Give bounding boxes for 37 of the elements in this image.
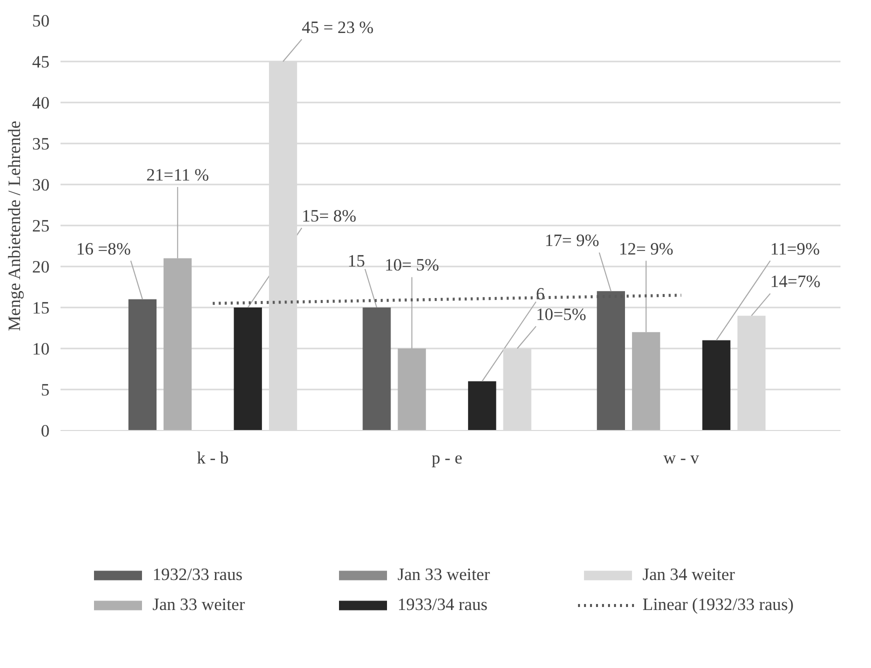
data-label: 12= 9%	[618, 239, 674, 258]
bar	[702, 340, 730, 430]
legend-label: 1932/33 raus	[152, 565, 244, 585]
legend-label: Linear (1932/33 raus)	[642, 595, 795, 615]
y-tick-label: 30	[32, 176, 50, 194]
y-tick-label: 5	[40, 380, 50, 400]
y-tick-label: 10	[32, 340, 50, 358]
legend-label: Jan 34 weiter	[642, 565, 736, 585]
data-label: 45 = 23 %	[302, 18, 374, 37]
y-tick-label: 50	[32, 12, 50, 30]
data-label: 16 =8%	[76, 239, 131, 258]
data-label: 15	[348, 252, 366, 270]
data-label: 15= 8%	[302, 206, 356, 226]
legend-label: Jan 33 weiter	[398, 565, 491, 585]
data-label: 10= 5%	[384, 256, 440, 275]
data-label: 11=9%	[770, 239, 820, 258]
data-label: 17= 9%	[544, 231, 600, 250]
bar	[362, 308, 391, 430]
y-tick-label: 15	[32, 298, 50, 318]
bar	[234, 308, 262, 430]
y-tick-label: 0	[40, 422, 50, 440]
data-label: 10=5%	[536, 304, 586, 324]
bar	[128, 299, 157, 430]
x-tick-label: w - v	[663, 448, 700, 468]
data-label: 21=11 %	[146, 166, 209, 184]
y-tick-label: 25	[32, 216, 50, 236]
x-tick-label: p - e	[432, 448, 463, 468]
y-tick-label: 35	[32, 134, 50, 154]
x-tick-label: k - b	[196, 448, 229, 468]
data-label: 14=7%	[770, 272, 820, 292]
legend-label: 1933/34 raus	[398, 595, 488, 615]
y-tick-label: 40	[32, 94, 50, 112]
y-tick-label: 45	[32, 52, 50, 72]
y-axis-title: Menge Anbietende / Lehrende	[5, 120, 24, 332]
y-tick-label: 20	[32, 258, 50, 276]
bar	[468, 381, 496, 430]
legend-label: Jan 33 weiter	[152, 595, 246, 615]
